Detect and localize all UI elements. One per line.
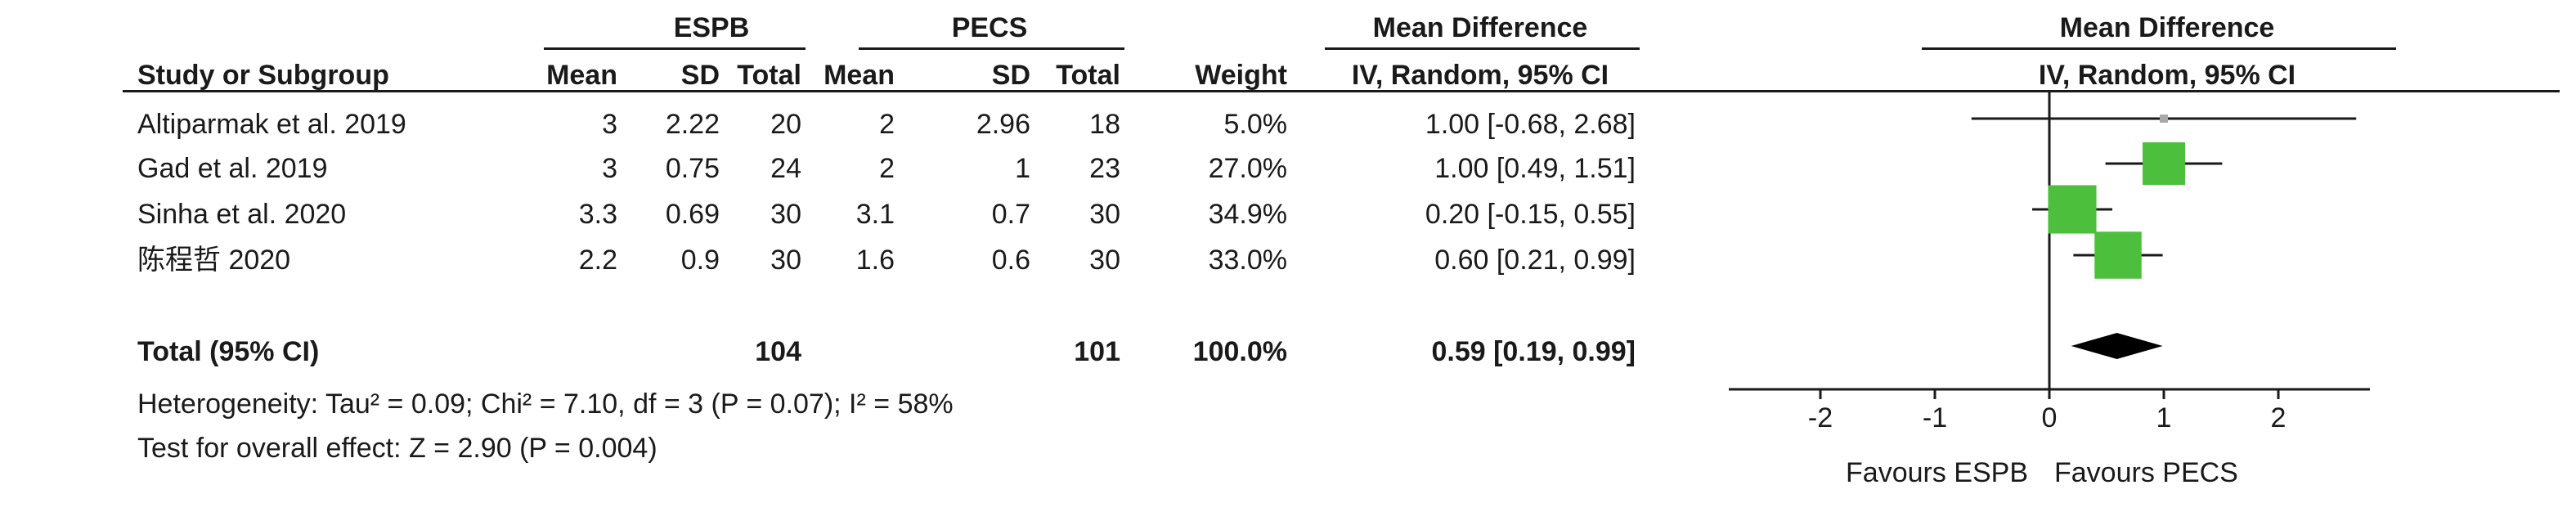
favours-right-label: Favours PECS: [2054, 457, 2238, 488]
x-tick-label: -1: [1923, 402, 1947, 433]
group1-header: ESPB: [673, 12, 750, 43]
effect-ci: 0.60 [0.21, 0.99]: [1434, 245, 1636, 276]
pecs-mean-header: Mean: [824, 60, 895, 91]
study-name: Altiparmak et al. 2019: [137, 109, 406, 140]
effect-ci: 0.20 [-0.15, 0.55]: [1425, 199, 1636, 230]
group2-header: PECS: [951, 12, 1028, 43]
pecs-rule: [859, 47, 1124, 50]
study-name: Sinha et al. 2020: [137, 199, 347, 230]
pecs-mean: 3.1: [855, 199, 895, 230]
effect-method-header: IV, Random, 95% CI: [1351, 60, 1609, 91]
pecs-total: 30: [1089, 245, 1120, 276]
pooled-ci: 0.59 [0.19, 0.99]: [1431, 336, 1636, 367]
espb-total-header: Total: [737, 60, 801, 91]
weight: 34.9%: [1208, 199, 1287, 230]
pecs-mean: 2: [879, 109, 895, 140]
total-label: Total (95% CI): [137, 336, 320, 367]
espb-total: 30: [770, 199, 801, 230]
study-point: [2048, 185, 2097, 234]
pecs-sd: 1: [1015, 153, 1030, 184]
pooled-diamond: [2071, 333, 2163, 359]
weight: 27.0%: [1208, 153, 1287, 184]
pecs-mean: 2: [879, 153, 895, 184]
pecs-total: 23: [1089, 153, 1120, 184]
study-name: 陈程哲 2020: [137, 245, 291, 276]
plot-title: Mean Difference: [2059, 12, 2275, 43]
plot-method-header: IV, Random, 95% CI: [2038, 60, 2296, 91]
overall-effect-text: Test for overall effect: Z = 2.90 (P = 0…: [137, 433, 657, 464]
plot-rule: [1922, 47, 2396, 50]
study-point: [2094, 231, 2142, 279]
espb-mean: 3: [602, 153, 617, 184]
espb-sd: 0.9: [680, 245, 720, 276]
x-tick-label: -2: [1808, 402, 1833, 433]
total-weight: 100.0%: [1192, 336, 1287, 367]
pecs-sd: 0.6: [991, 245, 1030, 276]
weight-header: Weight: [1195, 60, 1287, 91]
x-tick-label: 2: [2271, 402, 2287, 433]
espb-sd-header: SD: [680, 60, 720, 91]
pecs-total: 30: [1089, 199, 1120, 230]
effect-rule: [1325, 47, 1640, 50]
espb-total-sum: 104: [755, 336, 801, 367]
favours-left-label: Favours ESPB: [1846, 457, 2028, 488]
espb-mean: 3: [602, 109, 617, 140]
pecs-sd-header: SD: [991, 60, 1030, 91]
espb-mean: 3.3: [578, 199, 617, 230]
effect-ci: 1.00 [0.49, 1.51]: [1434, 153, 1636, 184]
effect-ci: 1.00 [-0.68, 2.68]: [1425, 109, 1636, 140]
espb-total: 24: [770, 153, 801, 184]
espb-total: 30: [770, 245, 801, 276]
effect-title: Mean Difference: [1372, 12, 1588, 43]
espb-mean-header: Mean: [546, 60, 617, 91]
espb-sd: 0.75: [665, 153, 720, 184]
espb-total: 20: [770, 109, 801, 140]
espb-sd: 2.22: [665, 109, 720, 140]
pecs-mean: 1.6: [855, 245, 895, 276]
pecs-total-sum: 101: [1074, 336, 1120, 367]
pecs-sd: 0.7: [991, 199, 1030, 230]
study-point: [2160, 115, 2168, 123]
x-tick-label: 0: [2042, 402, 2058, 433]
table-header-rule: [123, 90, 2560, 92]
pecs-total-header: Total: [1056, 60, 1120, 91]
espb-mean: 2.2: [578, 245, 617, 276]
weight: 5.0%: [1223, 109, 1288, 140]
x-tick-label: 1: [2156, 402, 2172, 433]
espb-rule: [544, 47, 806, 50]
weight: 33.0%: [1208, 245, 1287, 276]
study-name: Gad et al. 2019: [137, 153, 328, 184]
heterogeneity-text: Heterogeneity: Tau² = 0.09; Chi² = 7.10,…: [137, 388, 954, 420]
study-point: [2143, 142, 2185, 185]
espb-sd: 0.69: [665, 199, 720, 230]
pecs-sd: 2.96: [976, 109, 1030, 140]
study-header: Study or Subgroup: [137, 60, 389, 91]
pecs-total: 18: [1089, 109, 1120, 140]
